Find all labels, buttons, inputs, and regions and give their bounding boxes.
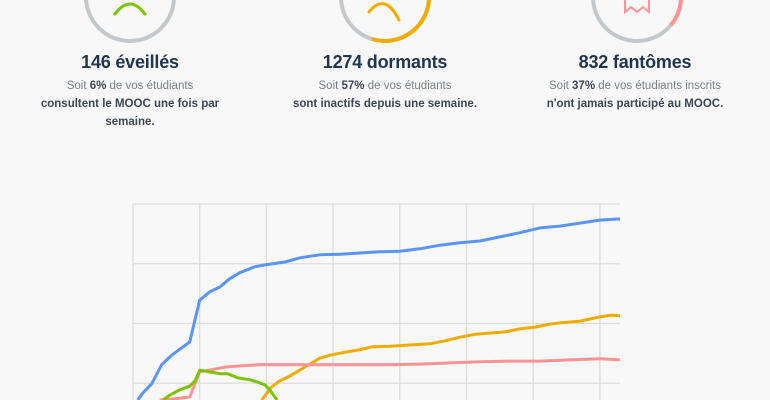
sleepy-face-icon: [339, 0, 431, 43]
chart-grid: [132, 203, 620, 400]
series-line-green: [162, 368, 279, 400]
series-line-orange: [260, 313, 621, 400]
chart-series: [136, 217, 621, 400]
stat-percentage: 6%: [89, 80, 107, 92]
stat-dormant: 1274 dormants Soit 57% de vos étudiants s…: [260, 0, 510, 113]
frown-face-icon: [84, 0, 176, 43]
ghost-icon: [591, 0, 683, 43]
stat-ghost: 832 fantômes Soit 37% de vos étudiants i…: [510, 0, 760, 113]
stat-title: 832 fantômes: [578, 52, 692, 72]
stat-title: 146 éveillés: [81, 52, 179, 72]
stat-title: 1274 dormants: [322, 52, 448, 72]
stat-percentage: 37%: [572, 80, 596, 92]
series-line-pink: [159, 357, 620, 400]
stat-percentage: 57%: [341, 80, 365, 92]
stat-awake: 146 éveillés Soit 6% de vos étudiants con…: [5, 0, 255, 131]
series-line-blue: [136, 217, 620, 400]
